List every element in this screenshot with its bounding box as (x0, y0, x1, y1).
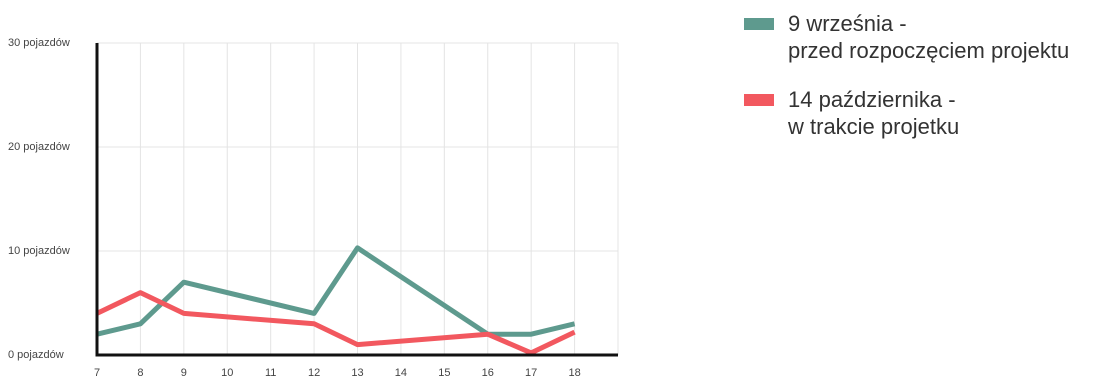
x-tick-label: 10 (221, 367, 233, 379)
x-tick-label: 14 (395, 367, 407, 379)
legend-item-series-1: 9 września - przed rozpoczęciem projektu (744, 10, 1069, 64)
series-lines (95, 245, 576, 356)
y-axis-tick-labels: 0 pojazdów 10 pojazdów 20 pojazdów 30 pojaz… (8, 37, 70, 361)
x-tick-label: 7 (94, 367, 100, 379)
x-tick-label: 11 (265, 367, 276, 379)
legend-label-series-1-line-2: przed rozpoczęciem projektu (788, 38, 1070, 63)
legend-label-series-2-line-1: 14 października - (788, 87, 956, 112)
x-tick-label: 12 (308, 367, 320, 379)
legend-label-series-2-line-2: w trakcie projetku (788, 114, 960, 139)
x-tick-label: 18 (568, 367, 580, 379)
y-tick-label: 20 pojazdów (8, 141, 70, 153)
x-tick-label: 8 (137, 367, 143, 379)
x-tick-label: 16 (482, 367, 494, 379)
y-tick-label: 10 pojazdów (8, 245, 70, 257)
legend-item-series-2: 14 października - w trakcie projetku (744, 86, 1069, 140)
y-tick-label: 0 pojazdów (8, 349, 64, 361)
x-tick-label: 15 (438, 367, 450, 379)
x-tick-label: 9 (181, 367, 187, 379)
legend-label-series-1-line-1: 9 września - (788, 11, 907, 36)
x-tick-label: 17 (525, 367, 537, 379)
legend-swatch-series-1 (744, 18, 774, 30)
series-1-line (96, 245, 576, 337)
x-tick-label: 13 (351, 367, 363, 379)
series-2-line (95, 290, 576, 356)
chart-legend: 9 września - przed rozpoczęciem projektu… (744, 10, 1069, 162)
legend-swatch-series-2 (744, 94, 774, 106)
y-tick-label: 30 pojazdów (8, 37, 70, 49)
x-axis-tick-labels: 7 8 9 10 11 12 13 14 15 16 17 18 (94, 367, 581, 379)
